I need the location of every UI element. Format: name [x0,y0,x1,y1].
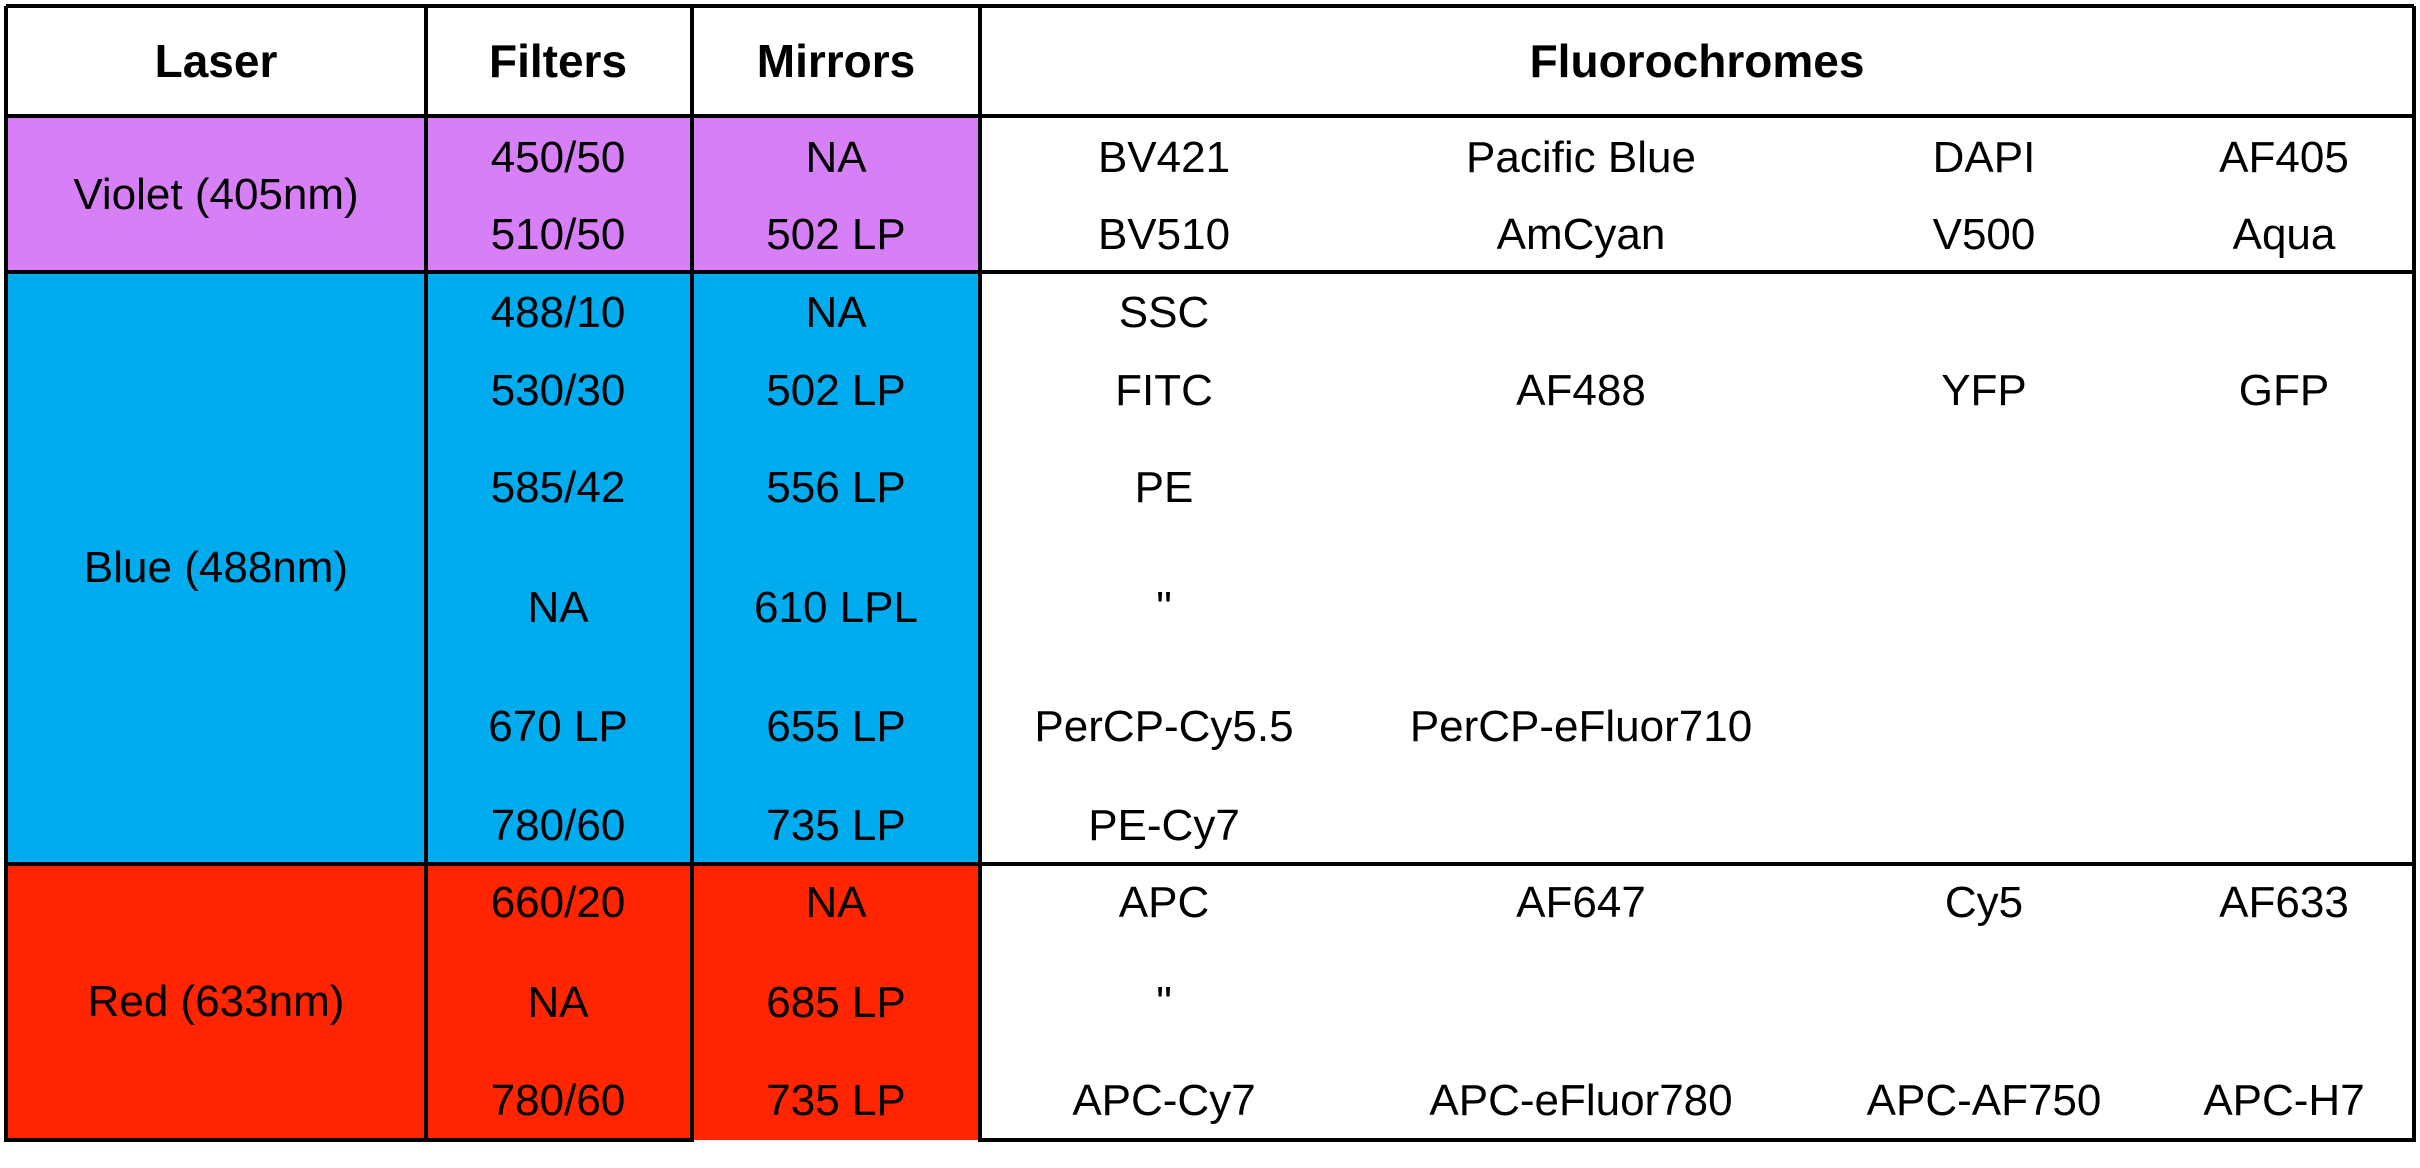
fluorochrome-cell: BV421 [1097,133,1231,182]
fluorochrome-cell: APC-Cy7 [1072,1076,1256,1125]
filter-value: 585/42 [490,463,626,512]
filter-value: 450/50 [490,133,626,182]
fluorochrome-cell: FITC [1115,366,1213,415]
mirror-value: 735 LP [766,1076,906,1125]
mirror-value: 610 LPL [754,583,918,632]
fluorochrome-cell: GFP [2238,366,2330,415]
table-border-bottom [6,1138,692,1142]
filter-value: NA [527,583,589,632]
blue-band [6,272,980,864]
fluorochrome-cell: V500 [1932,210,2036,259]
fluorochrome-cell: DAPI [1932,133,2036,182]
laser-label-red: Red (633nm) [87,977,345,1026]
laser-label-violet: Violet (405nm) [73,170,359,219]
filter-value: 488/10 [490,288,626,337]
mirror-value: 685 LP [766,978,906,1027]
filter-value: 660/20 [490,878,626,927]
table-border-top [6,4,2414,8]
filter-value: 780/60 [490,1076,626,1125]
fluorochrome-cell: PE-Cy7 [1088,801,1240,850]
mirror-value: 556 LP [766,463,906,512]
mirror-value: 735 LP [766,801,906,850]
column-divider [978,6,982,1142]
table-border-bottom [980,1138,2414,1142]
laser-label-blue: Blue (488nm) [83,543,349,592]
mirror-value: 655 LP [766,702,906,751]
filter-value: 780/60 [490,801,626,850]
fluorochrome-cell: YFP [1941,366,2027,415]
fluorochrome-cell: AF633 [2219,878,2349,927]
filter-value: NA [527,978,589,1027]
fluorochrome-cell: Pacific Blue [1466,133,1696,182]
fluorochrome-cell: BV510 [1097,210,1231,259]
fluorochrome-cell: AmCyan [1496,210,1666,259]
header-mirrors: Mirrors [756,35,916,87]
header-filters: Filters [488,35,628,87]
column-divider [690,6,694,1142]
violet-band [6,116,980,272]
fluorochrome-cell: APC-eFluor780 [1429,1076,1733,1125]
fluorochrome-cell: Aqua [2232,210,2336,259]
header-divider [6,114,2414,118]
fluorochrome-cell: APC [1118,878,1210,927]
fluorochrome-cell: AF647 [1516,878,1646,927]
header-fluorochromes: Fluorochromes [1529,35,1865,87]
fluorochrome-cell: PE [1134,463,1194,512]
fluorochrome-cell: PerCP-Cy5.5 [1034,702,1294,751]
group-divider [6,270,2414,274]
fluorochrome-cell: " [1156,583,1172,632]
filter-value: 670 LP [488,702,628,751]
fluorochrome-cell: Cy5 [1944,878,2024,927]
mirror-value: NA [805,288,867,337]
group-divider [6,862,2414,866]
header-laser: Laser [154,35,278,87]
fluorochrome-cell: " [1156,978,1172,1027]
fluorochrome-cell: APC-H7 [2203,1076,2365,1125]
table-border-left [4,6,8,1142]
filter-value: 530/30 [490,366,626,415]
mirror-value: NA [805,133,867,182]
mirror-value: 502 LP [766,366,906,415]
mirror-value: 502 LP [766,210,906,259]
filter-value: 510/50 [490,210,626,259]
red-band [6,864,980,1140]
column-divider [424,6,428,1142]
fluorochrome-cell: APC-AF750 [1866,1076,2102,1125]
mirror-value: NA [805,878,867,927]
fluorochrome-cell: AF405 [2219,133,2349,182]
table-border-right [2412,6,2416,1142]
fluorochrome-cell: AF488 [1516,366,1646,415]
fluorochrome-cell: SSC [1118,288,1210,337]
fluorochrome-cell: PerCP-eFluor710 [1409,702,1753,751]
